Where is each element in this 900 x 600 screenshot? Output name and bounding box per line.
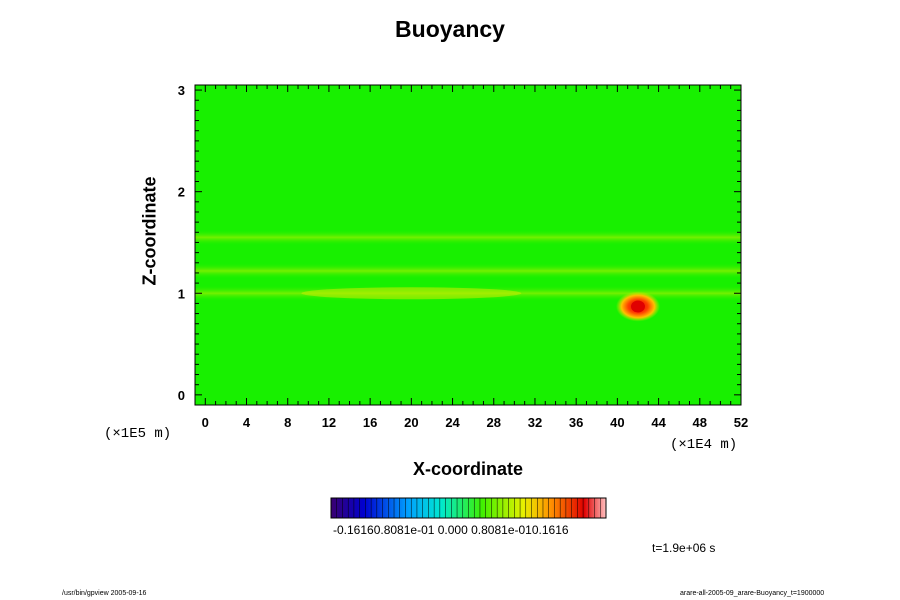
y-tick-label: 3 xyxy=(178,83,185,98)
x-tick-label: 24 xyxy=(445,415,460,430)
footer-left: /usr/bin/gpview 2005-09-16 xyxy=(62,590,147,597)
footer-right: arare-all-2005-09_arare-Buoyancy_t=19000… xyxy=(680,590,825,597)
y-tick-label: 0 xyxy=(178,388,185,403)
x-unit-label: (×1E4 m) xyxy=(670,437,738,453)
x-tick-label: 0 xyxy=(202,415,209,430)
x-tick-label: 52 xyxy=(734,415,748,430)
x-tick-label: 32 xyxy=(528,415,542,430)
buoyancy-band-0 xyxy=(195,229,741,246)
x-tick-label: 8 xyxy=(284,415,291,430)
x-tick-label: 44 xyxy=(651,415,666,430)
x-tick-label: 4 xyxy=(243,415,251,430)
x-tick-label: 36 xyxy=(569,415,583,430)
x-tick-label: 20 xyxy=(404,415,418,430)
plot-frame xyxy=(194,84,742,406)
x-tick-label: 28 xyxy=(487,415,501,430)
y-tick-label: 1 xyxy=(178,286,185,301)
buoyancy-band-1 xyxy=(195,262,741,279)
x-tick-label: 48 xyxy=(693,415,707,430)
time-label: t=1.9e+06 s xyxy=(652,541,716,555)
buoyancy-peak-core-0 xyxy=(630,300,645,313)
colorbar-labels: -0.16160.8081e-01 0.000 0.8081e-010.1616 xyxy=(333,523,569,537)
x-tick-label: 40 xyxy=(610,415,624,430)
chart-title: Buoyancy xyxy=(395,16,505,42)
buoyancy-streak xyxy=(301,287,522,300)
x-axis-label: X-coordinate xyxy=(412,459,523,479)
y-unit-label: (×1E5 m) xyxy=(104,426,172,442)
y-tick-label: 2 xyxy=(178,185,185,200)
x-tick-label: 16 xyxy=(363,415,377,430)
x-tick-label: 12 xyxy=(322,415,336,430)
